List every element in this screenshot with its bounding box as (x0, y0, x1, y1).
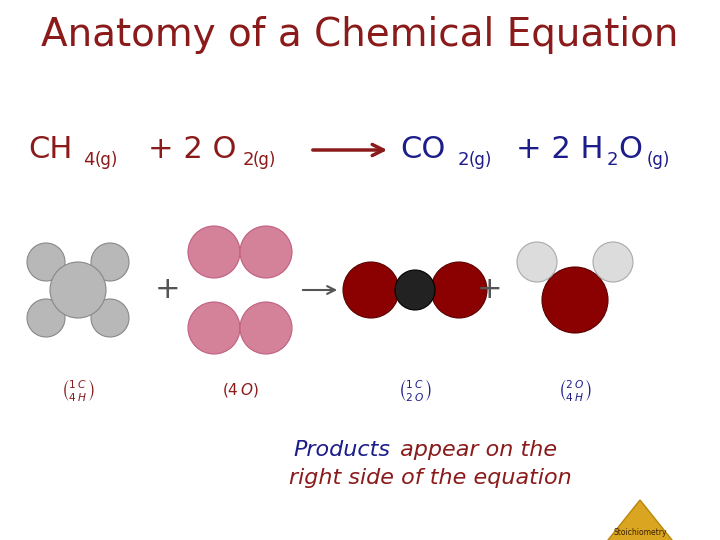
Text: Products: Products (293, 440, 390, 460)
Text: 2: 2 (458, 151, 469, 169)
Ellipse shape (27, 299, 65, 337)
Text: +: + (156, 275, 181, 305)
Ellipse shape (240, 302, 292, 354)
Text: (g): (g) (95, 151, 118, 169)
Text: $\binom{1\,C}{4\,H}$: $\binom{1\,C}{4\,H}$ (61, 377, 95, 403)
Text: +: + (477, 275, 503, 305)
Ellipse shape (91, 243, 129, 281)
Ellipse shape (431, 262, 487, 318)
Ellipse shape (240, 226, 292, 278)
Text: CO: CO (400, 136, 446, 165)
Text: CH: CH (28, 136, 73, 165)
Text: Stoichiometry: Stoichiometry (613, 528, 667, 537)
Text: 4: 4 (83, 151, 94, 169)
Text: + 2 O: + 2 O (148, 136, 236, 165)
Text: (g): (g) (253, 151, 276, 169)
Ellipse shape (50, 262, 106, 318)
Text: 2: 2 (243, 151, 254, 169)
Ellipse shape (542, 267, 608, 333)
Polygon shape (600, 500, 680, 540)
Ellipse shape (593, 242, 633, 282)
Ellipse shape (188, 302, 240, 354)
Text: appear on the: appear on the (393, 440, 557, 460)
Ellipse shape (27, 243, 65, 281)
Text: $(4\,O)$: $(4\,O)$ (222, 381, 258, 399)
Text: right side of the equation: right side of the equation (289, 468, 572, 488)
Text: $\binom{1\,C}{2\,O}$: $\binom{1\,C}{2\,O}$ (398, 377, 432, 403)
Text: Anatomy of a Chemical Equation: Anatomy of a Chemical Equation (41, 16, 679, 54)
Ellipse shape (188, 226, 240, 278)
Ellipse shape (91, 299, 129, 337)
Ellipse shape (343, 262, 399, 318)
Text: (g): (g) (647, 151, 670, 169)
Text: $\binom{2\,O}{4\,H}$: $\binom{2\,O}{4\,H}$ (558, 377, 592, 403)
Text: 2: 2 (607, 151, 618, 169)
Text: (g): (g) (469, 151, 492, 169)
Ellipse shape (395, 270, 435, 310)
Text: O: O (618, 136, 642, 165)
Ellipse shape (517, 242, 557, 282)
Text: + 2 H: + 2 H (516, 136, 603, 165)
